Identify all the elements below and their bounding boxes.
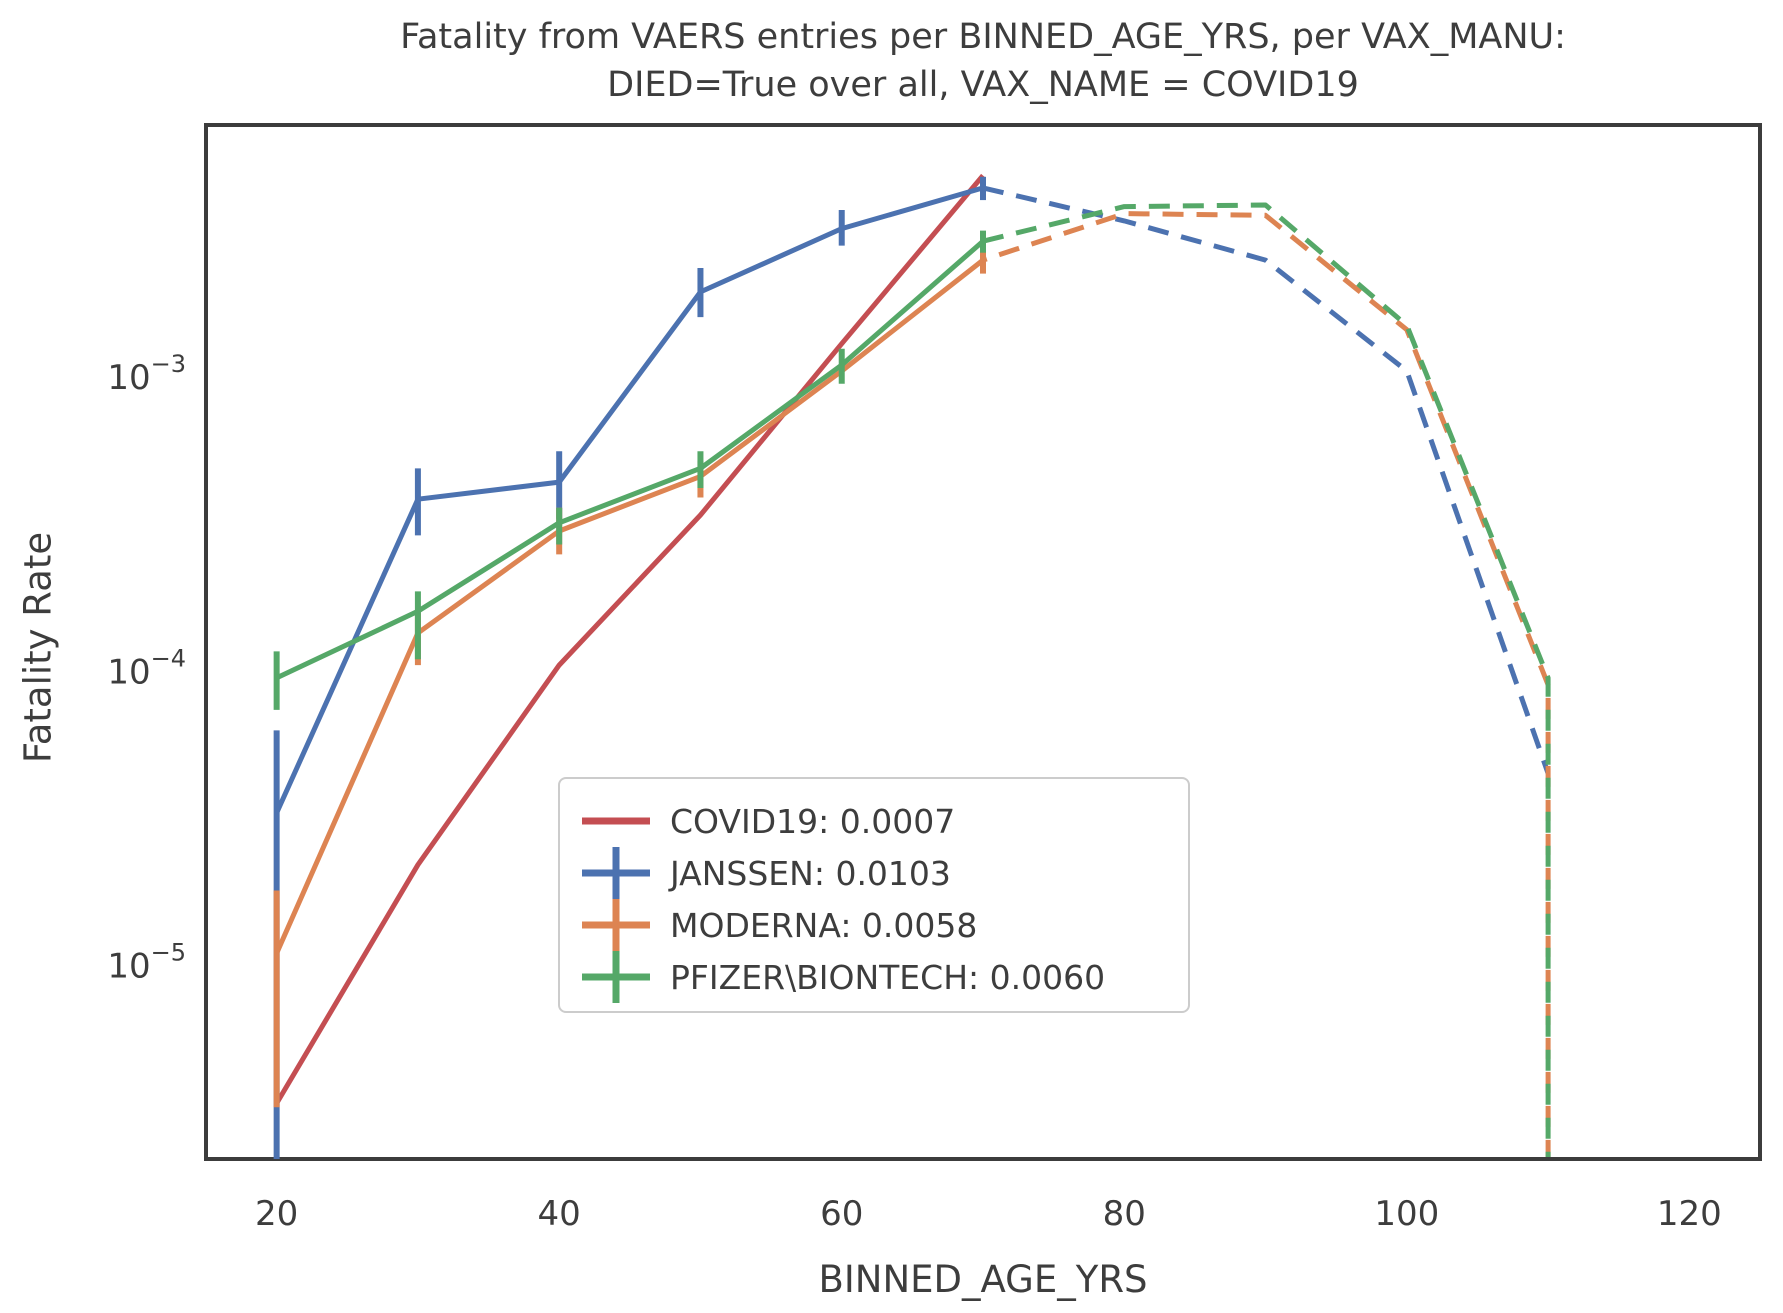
legend-handle-errorbar [582, 847, 650, 899]
legend-label: JANSSEN: 0.0103 [670, 853, 951, 893]
y-tick-label: 10−3 [107, 350, 186, 398]
y-tick-label: 10−4 [107, 644, 186, 692]
legend-handle-line [582, 817, 650, 825]
series-line-solid [274, 173, 985, 1105]
chart-title-line1: Fatality from VAERS entries per BINNED_A… [400, 17, 1566, 57]
series-moderna [273, 211, 1551, 1157]
series-line-solid [274, 185, 984, 815]
legend-label: COVID19: 0.0007 [670, 801, 956, 841]
chart-title: Fatality from VAERS entries per BINNED_A… [206, 14, 1760, 109]
chart-title-line2: DIED=True over all, VAX_NAME = COVID19 [607, 64, 1359, 105]
legend-item: MODERNA: 0.0058 [580, 899, 1164, 951]
y-axis-label: Fatality Rate [16, 531, 60, 764]
y-tick-label: 10−5 [107, 939, 186, 987]
x-tick-label: 80 [1103, 1194, 1146, 1234]
series-janssen [273, 176, 1551, 1159]
series-pfizer-biontech [273, 202, 1551, 1157]
legend-box: COVID19: 0.0007 JANSSEN: 0.0103 MODERNA: 0… [558, 777, 1190, 1013]
legend-label: MODERNA: 0.0058 [670, 905, 978, 945]
series-line-solid [275, 239, 985, 681]
series-line-dashed [982, 211, 1551, 1157]
series-line-solid [274, 258, 985, 955]
legend-item: PFIZER\BIONTECH: 0.0060 [580, 951, 1164, 1003]
legend-handle-errorbar [582, 899, 650, 951]
x-tick-label: 40 [538, 1194, 581, 1234]
legend-item: COVID19: 0.0007 [580, 795, 1164, 847]
series-covid19 [274, 173, 985, 1105]
x-tick-label: 60 [820, 1194, 863, 1234]
x-tick-label: 100 [1374, 1194, 1439, 1234]
legend-item: JANSSEN: 0.0103 [580, 847, 1164, 899]
x-tick-label: 120 [1657, 1194, 1722, 1234]
series-line-dashed [982, 202, 1551, 1157]
legend-handle-errorbar [582, 951, 650, 1003]
series-line-dashed [982, 185, 1551, 775]
legend-label: PFIZER\BIONTECH: 0.0060 [670, 957, 1106, 997]
plot-frame [204, 123, 1762, 1161]
x-axis-label: BINNED_AGE_YRS [818, 1258, 1148, 1301]
x-tick-label: 20 [255, 1194, 298, 1234]
